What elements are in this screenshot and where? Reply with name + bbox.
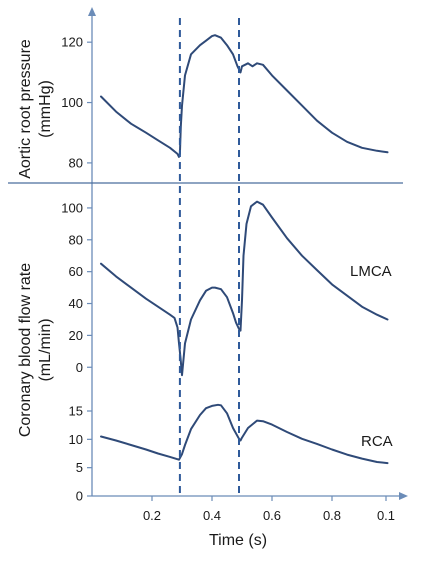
vertical-markers <box>178 18 240 496</box>
x-tick-label: 0.1 <box>377 508 395 523</box>
y-tick-label: 80 <box>69 232 83 247</box>
y-axis-arrow-icon <box>88 7 96 16</box>
series-label-rca: RCA <box>361 433 393 450</box>
y-tick-label: 40 <box>69 296 83 311</box>
bottom-ylabel-line-2: (mL/min) <box>37 318 54 381</box>
ticks-layer: 80 100 120 0 20 40 60 80 100 0 5 10 15 0.2 0.4 0.6 0.8 0.… <box>61 35 395 523</box>
x-tick-label: 0.4 <box>203 508 221 523</box>
series-label-lmca: LMCA <box>350 263 392 280</box>
y-tick-label: 60 <box>69 264 83 279</box>
bottom-ylabel-line-1: Coronary blood flow rate <box>17 263 34 437</box>
x-tick-label: 0.2 <box>143 508 161 523</box>
y-tick-label: 5 <box>76 460 83 475</box>
y-tick-label: 20 <box>69 328 83 343</box>
rca-flow-curve <box>100 403 389 465</box>
bottom-ylabel-2: (mL/min) <box>37 318 54 381</box>
lmca-flow-curve <box>100 200 389 377</box>
y-tick-label: 0 <box>76 360 83 375</box>
top-ylabel-line-2: (mmHg) <box>37 80 54 138</box>
y-tick-label: 120 <box>61 35 83 50</box>
aortic-pressure-curve <box>100 34 389 158</box>
x-axis-label: Time (s) <box>209 532 267 549</box>
y-tick-label: 100 <box>61 200 83 215</box>
x-axis-arrow-icon <box>399 492 408 500</box>
top-ylabel: Aortic root pressure <box>17 39 34 179</box>
top-ylabel-2: (mmHg) <box>37 80 54 138</box>
bottom-ylabel: Coronary blood flow rate <box>17 263 34 437</box>
y-tick-label: 15 <box>69 404 83 419</box>
x-tick-label: 0.6 <box>263 508 281 523</box>
y-tick-label: 10 <box>69 432 83 447</box>
top-ylabel-line-1: Aortic root pressure <box>17 39 34 179</box>
y-tick-label: 100 <box>61 95 83 110</box>
x-tick-label: 0.8 <box>323 508 341 523</box>
y-tick-label: 0 <box>76 489 83 504</box>
curves-layer <box>100 34 389 465</box>
y-tick-label: 80 <box>69 155 83 170</box>
